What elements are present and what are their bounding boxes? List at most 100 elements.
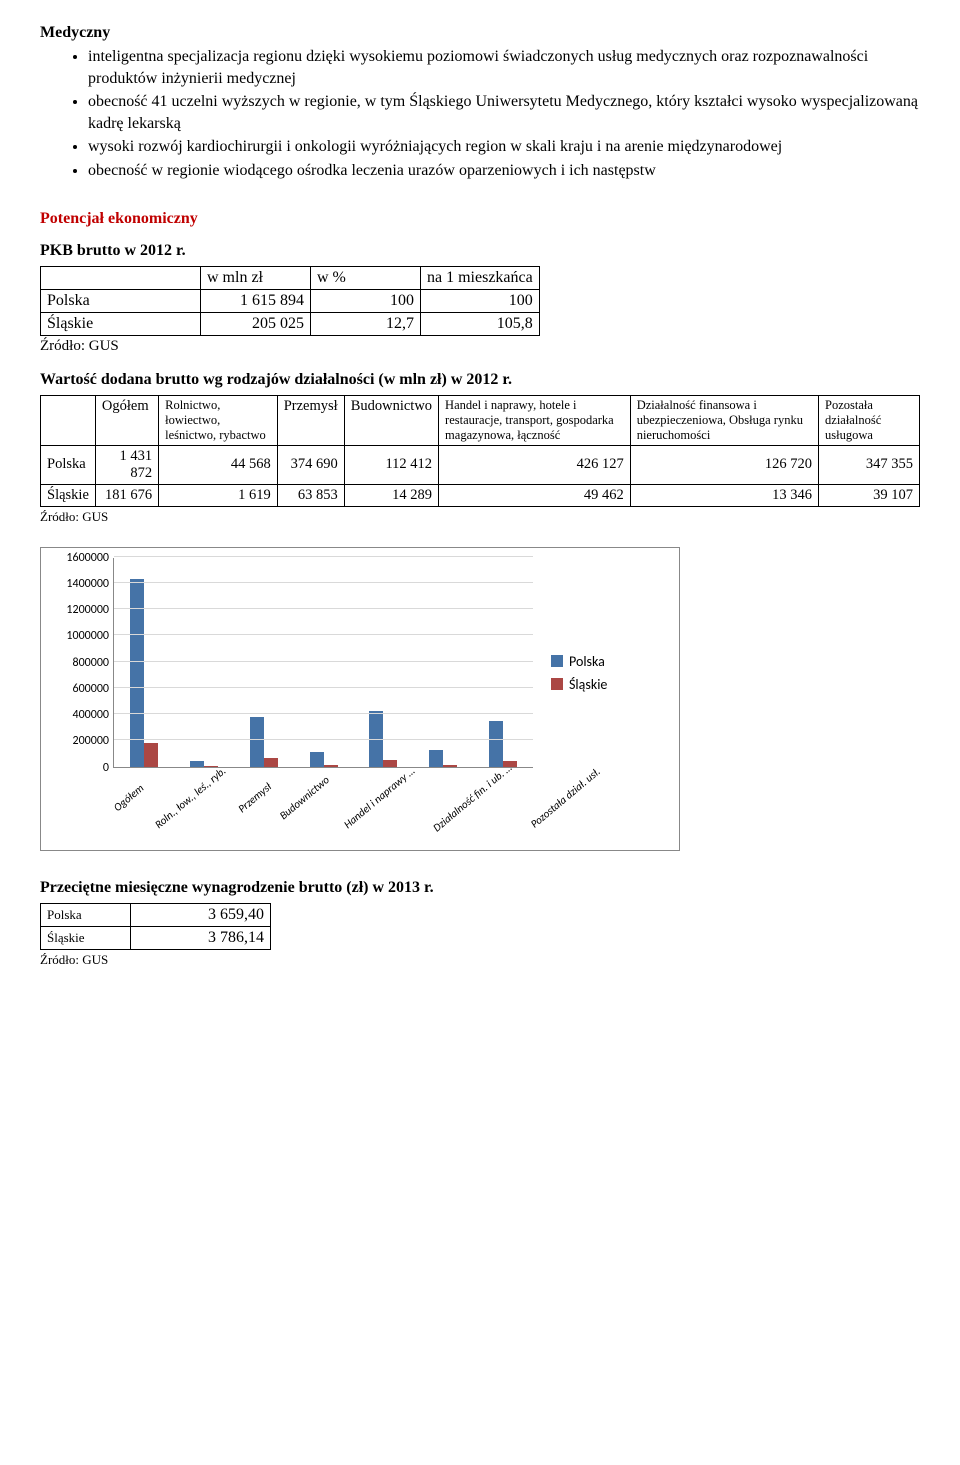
table-cell: 49 462 <box>439 484 631 506</box>
wage-heading: Przeciętne miesięczne wynagrodzenie brut… <box>40 879 920 897</box>
medical-bullet-list: inteligentna specjalizacja regionu dzięk… <box>40 46 920 182</box>
grid-line <box>114 634 533 635</box>
gva-bar-chart: 0200000400000600000800000100000012000001… <box>40 547 680 851</box>
medical-heading: Medyczny <box>40 24 920 42</box>
table-cell: Handel i naprawy, hotele i restauracje, … <box>439 395 631 445</box>
table-cell: 63 853 <box>277 484 344 506</box>
bar <box>144 743 158 767</box>
gva-source: Źródło: GUS <box>40 509 920 525</box>
table-cell: 426 127 <box>439 445 631 484</box>
table-row: Śląskie 181 676 1 619 63 853 14 289 49 4… <box>41 484 920 506</box>
table-row: Polska 1 615 894 100 100 <box>41 289 540 312</box>
grid-line <box>114 687 533 688</box>
table-cell: 105,8 <box>421 312 540 335</box>
y-tick-label: 1200000 <box>66 603 109 617</box>
table-cell: 1 615 894 <box>201 289 311 312</box>
table-cell: Polska <box>41 289 201 312</box>
table-cell: 374 690 <box>277 445 344 484</box>
table-cell <box>41 395 96 445</box>
table-row: Śląskie 205 025 12,7 105,8 <box>41 312 540 335</box>
bar-group <box>294 752 354 767</box>
table-cell: 1 431 872 <box>95 445 158 484</box>
bar <box>310 752 324 767</box>
grid-line <box>114 582 533 583</box>
gva-heading: Wartość dodana brutto wg rodzajów działa… <box>40 371 920 389</box>
y-tick-label: 800000 <box>73 656 110 670</box>
bar <box>324 765 338 767</box>
bar <box>250 717 264 766</box>
table-cell: Śląskie <box>41 926 131 949</box>
legend-item: Polska <box>551 653 653 670</box>
legend-label: Polska <box>569 653 605 670</box>
table-cell: 39 107 <box>819 484 920 506</box>
y-tick-label: 1000000 <box>66 629 109 643</box>
table-cell: 13 346 <box>630 484 818 506</box>
y-tick-label: 1400000 <box>66 577 109 591</box>
pkb-table: w mln zł w % na 1 mieszkańca Polska 1 61… <box>40 266 540 336</box>
bar <box>443 765 457 767</box>
chart-y-axis: 0200000400000600000800000100000012000001… <box>53 558 113 768</box>
grid-line <box>114 661 533 662</box>
bar-group <box>413 750 473 767</box>
pkb-heading: PKB brutto w 2012 r. <box>40 242 920 260</box>
table-row: Polska 3 659,40 <box>41 903 271 926</box>
chart-x-axis: OgółemRoln., łow., leś., ryb.PrzemysłBud… <box>113 772 533 785</box>
bar <box>190 761 204 767</box>
grid-line <box>114 713 533 714</box>
legend-item: Śląskie <box>551 676 653 693</box>
table-cell: 100 <box>311 289 421 312</box>
grid-line <box>114 608 533 609</box>
table-cell: 205 025 <box>201 312 311 335</box>
bar-group <box>473 721 533 767</box>
table-cell: 3 786,14 <box>131 926 271 949</box>
table-cell: 126 720 <box>630 445 818 484</box>
wage-table: Polska 3 659,40 Śląskie 3 786,14 <box>40 903 271 950</box>
y-tick-label: 1600000 <box>66 551 109 565</box>
chart-bars-area <box>113 558 533 768</box>
table-row: Polska 1 431 872 44 568 374 690 112 412 … <box>41 445 920 484</box>
table-cell: w % <box>311 266 421 289</box>
bar-group <box>234 717 294 766</box>
table-cell: Polska <box>41 445 96 484</box>
table-row: Śląskie 3 786,14 <box>41 926 271 949</box>
table-row: Ogółem Rolnictwo, łowiectwo, leśnictwo, … <box>41 395 920 445</box>
bar <box>264 758 278 766</box>
list-item: obecność 41 uczelni wyższych w regionie,… <box>88 91 920 134</box>
table-cell: Śląskie <box>41 312 201 335</box>
table-cell: 347 355 <box>819 445 920 484</box>
table-cell: 1 619 <box>159 484 278 506</box>
legend-swatch-icon <box>551 678 563 690</box>
table-cell: Działalność finansowa i ubezpieczeniowa,… <box>630 395 818 445</box>
list-item: inteligentna specjalizacja regionu dzięk… <box>88 46 920 89</box>
table-cell <box>41 266 201 289</box>
table-cell: 44 568 <box>159 445 278 484</box>
table-row: w mln zł w % na 1 mieszkańca <box>41 266 540 289</box>
grid-line <box>114 739 533 740</box>
table-cell: 100 <box>421 289 540 312</box>
wage-source: Źródło: GUS <box>40 952 920 968</box>
grid-line <box>114 556 533 557</box>
gva-table: Ogółem Rolnictwo, łowiectwo, leśnictwo, … <box>40 395 920 507</box>
bar <box>489 721 503 767</box>
table-cell: Pozostała działalność usługowa <box>819 395 920 445</box>
table-cell: Rolnictwo, łowiectwo, leśnictwo, rybactw… <box>159 395 278 445</box>
bar-group <box>174 761 234 767</box>
table-cell: Przemysł <box>277 395 344 445</box>
table-cell: 12,7 <box>311 312 421 335</box>
table-cell: 181 676 <box>95 484 158 506</box>
legend-swatch-icon <box>551 655 563 667</box>
bar <box>383 760 397 766</box>
table-cell: Polska <box>41 903 131 926</box>
y-tick-label: 400000 <box>73 708 110 722</box>
y-tick-label: 200000 <box>73 734 110 748</box>
table-cell: na 1 mieszkańca <box>421 266 540 289</box>
chart-plot-area: 0200000400000600000800000100000012000001… <box>53 558 533 788</box>
table-cell: 14 289 <box>344 484 438 506</box>
bar <box>429 750 443 767</box>
table-cell: w mln zł <box>201 266 311 289</box>
chart-legend: Polska Śląskie <box>533 647 653 699</box>
legend-label: Śląskie <box>569 676 607 693</box>
y-tick-label: 600000 <box>73 682 110 696</box>
economic-potential-heading: Potencjał ekonomiczny <box>40 210 920 228</box>
list-item: obecność w regionie wiodącego ośrodka le… <box>88 160 920 182</box>
